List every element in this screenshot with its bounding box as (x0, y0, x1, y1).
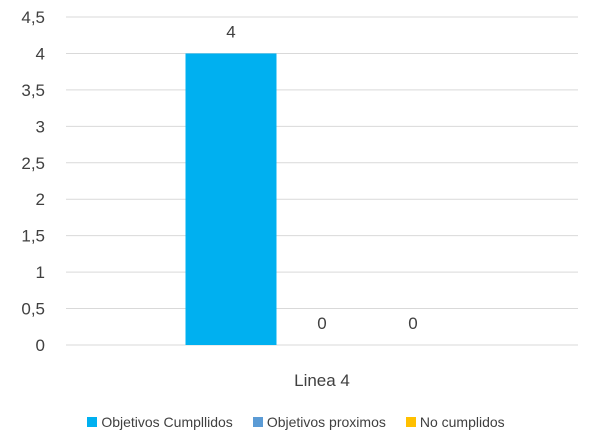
y-tick-label: 2 (36, 190, 45, 209)
y-tick-label: 1,5 (21, 227, 45, 246)
y-tick-label: 4 (36, 44, 45, 63)
x-category-label: Linea 4 (294, 371, 350, 390)
bar-1 (186, 53, 277, 345)
data-label: 0 (408, 314, 417, 333)
legend-swatch (87, 417, 97, 427)
legend-item-objetivos-cumplidos: Objetivos Cumpllidos (87, 414, 233, 430)
y-tick-label: 3 (36, 117, 45, 136)
legend-swatch (406, 417, 416, 427)
legend-label: Objetivos Cumpllidos (101, 414, 233, 430)
legend-label: No cumplidos (420, 414, 505, 430)
y-tick-label: 1 (36, 263, 45, 282)
legend-item-objetivos-proximos: Objetivos proximos (253, 414, 386, 430)
data-label: 4 (226, 22, 235, 41)
data-label: 0 (317, 314, 326, 333)
y-tick-label: 0 (36, 336, 45, 355)
legend-item-no-cumplidos: No cumplidos (406, 414, 505, 430)
legend-label: Objetivos proximos (267, 414, 386, 430)
y-tick-label: 4,5 (21, 8, 45, 27)
y-tick-label: 2,5 (21, 154, 45, 173)
y-tick-label: 0,5 (21, 300, 45, 319)
y-tick-label: 3,5 (21, 81, 45, 100)
legend: Objetivos Cumpllidos Objetivos proximos … (0, 414, 592, 430)
legend-swatch (253, 417, 263, 427)
